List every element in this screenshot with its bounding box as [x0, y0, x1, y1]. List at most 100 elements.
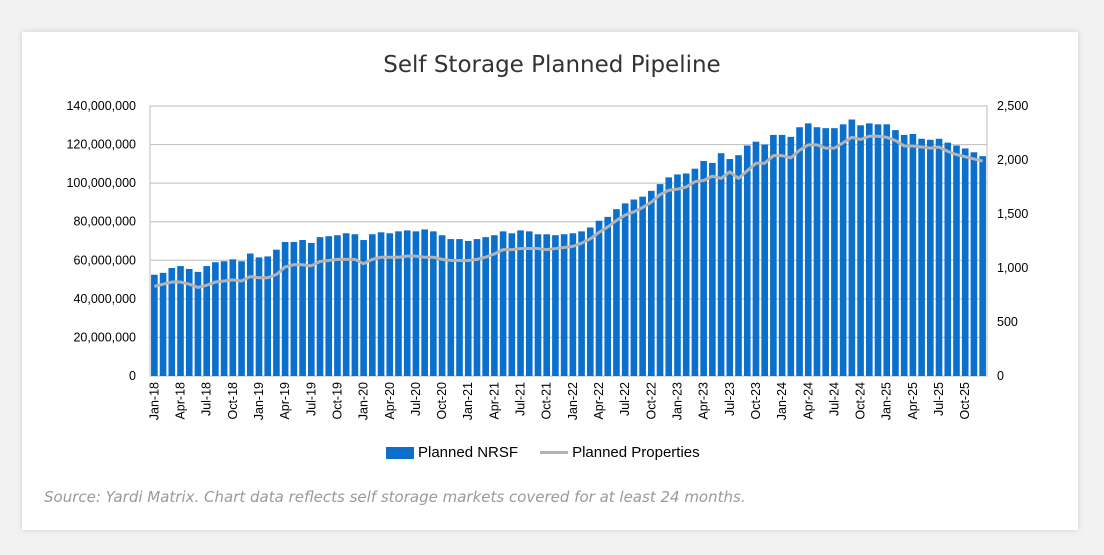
bar-planned-nrsf [778, 134, 786, 376]
bar-planned-nrsf [613, 209, 620, 376]
x-tick-label: Jan-24 [775, 382, 789, 420]
chart-title: Self Storage Planned Pipeline [383, 52, 721, 78]
bar-planned-nrsf [430, 231, 437, 376]
bar-planned-nrsf [848, 119, 856, 376]
bar-planned-nrsf [185, 268, 193, 376]
x-tick-label: Oct-19 [330, 382, 344, 420]
bar-planned-nrsf [307, 242, 315, 376]
bar-planned-nrsf [325, 236, 333, 376]
bar-planned-nrsf [151, 274, 158, 376]
bar-planned-nrsf [508, 233, 516, 376]
x-tick-label: Jan-21 [461, 382, 475, 420]
bar-planned-nrsf [787, 136, 795, 376]
x-tick-label: Jul-22 [618, 382, 632, 416]
x-tick-label: Jan-22 [566, 382, 580, 420]
x-tick-label: Oct-23 [749, 382, 763, 420]
bar-planned-nrsf [290, 241, 298, 376]
bar-planned-nrsf [438, 235, 446, 376]
bar-planned-nrsf [900, 134, 908, 376]
bar-planned-nrsf [552, 235, 559, 376]
bar-planned-nrsf [447, 239, 455, 376]
bar-planned-nrsf [709, 162, 716, 376]
x-tick-label: Jul-20 [409, 382, 423, 416]
bar-planned-nrsf [229, 259, 237, 376]
bar-planned-nrsf [944, 142, 952, 376]
bar-planned-nrsf [935, 138, 943, 376]
source-note: Source: Yardi Matrix. Chart data reflect… [44, 488, 746, 506]
y-right-tick-label: 2,000 [997, 153, 1028, 167]
bar-planned-nrsf [761, 144, 768, 376]
bar-planned-nrsf [639, 196, 646, 376]
x-tick-label: Oct-21 [540, 382, 554, 420]
bar-planned-nrsf [656, 184, 664, 376]
bar-planned-nrsf [961, 148, 969, 376]
bar-planned-nrsf [386, 233, 394, 376]
bar-planned-nrsf [927, 139, 934, 376]
x-tick-label: Apr-22 [592, 382, 606, 420]
y-right-tick-label: 500 [997, 315, 1018, 329]
bar-planned-nrsf [621, 203, 629, 376]
x-tick-label: Jul-21 [514, 382, 528, 416]
bar-planned-nrsf [281, 241, 289, 376]
y-left-tick-label: 80,000,000 [73, 215, 136, 229]
x-tick-label: Apr-24 [801, 382, 815, 420]
y-left-tick-label: 140,000,000 [66, 99, 136, 113]
bar-planned-nrsf [648, 190, 655, 376]
bar-planned-nrsf [203, 266, 210, 376]
bar-planned-nrsf [395, 231, 402, 376]
bar-planned-nrsf [482, 237, 489, 376]
bar-planned-nrsf [918, 138, 925, 376]
x-tick-label: Oct-24 [854, 382, 868, 420]
bar-planned-nrsf [168, 268, 176, 376]
x-tick-label: Jul-25 [932, 382, 946, 416]
y-left-tick-label: 120,000,000 [66, 138, 136, 152]
bar-planned-nrsf [665, 177, 673, 376]
bar-planned-nrsf [464, 241, 472, 376]
x-tick-label: Apr-25 [906, 382, 920, 420]
legend-swatch-properties [540, 451, 569, 454]
plot-border [149, 105, 988, 377]
x-tick-label: Jan-18 [147, 382, 161, 420]
bar-planned-nrsf [691, 168, 699, 376]
x-tick-label: Oct-20 [435, 382, 449, 420]
bar-planned-nrsf [595, 220, 603, 376]
y-left-tick-label: 20,000,000 [73, 330, 136, 344]
x-tick-label: Oct-22 [644, 382, 658, 420]
bar-planned-nrsf [351, 234, 359, 376]
y-right-tick-label: 1,000 [997, 261, 1028, 275]
bar-planned-nrsf [412, 231, 420, 376]
bar-planned-nrsf [857, 125, 864, 377]
bar-planned-nrsf [473, 239, 481, 376]
bar-planned-nrsf [220, 261, 228, 376]
legend: Planned NRSF Planned Properties [386, 444, 700, 461]
bar-planned-nrsf [674, 174, 681, 376]
bar-planned-nrsf [421, 229, 428, 376]
bar-planned-nrsf [682, 173, 690, 376]
bar-planned-nrsf [839, 124, 847, 376]
bar-planned-nrsf [874, 124, 882, 376]
bar-planned-nrsf [525, 231, 533, 376]
bar-planned-nrsf [796, 127, 803, 376]
bar-planned-nrsf [264, 256, 272, 376]
bar-planned-nrsf [369, 234, 376, 376]
bar-planned-nrsf [865, 123, 873, 376]
line-planned-properties [153, 134, 984, 289]
bar-planned-nrsf [804, 123, 812, 376]
bar-planned-nrsf [517, 230, 524, 376]
x-tick-label: Apr-23 [697, 382, 711, 420]
bar-planned-nrsf [177, 266, 184, 376]
x-tick-label: Oct-18 [226, 382, 240, 420]
bar-planned-nrsf [543, 234, 551, 376]
bar-planned-nrsf [892, 130, 899, 376]
bar-planned-nrsf [342, 233, 350, 376]
bar-planned-nrsf [813, 127, 821, 376]
bar-planned-nrsf [604, 216, 612, 376]
bar-planned-nrsf [717, 153, 725, 376]
bar-planned-nrsf [770, 134, 777, 376]
x-tick-label: Apr-21 [487, 382, 501, 420]
y-left-tick-label: 60,000,000 [73, 253, 136, 267]
bar-planned-nrsf [578, 231, 585, 376]
x-tick-label: Jul-24 [827, 382, 841, 416]
bar-planned-nrsf [883, 124, 891, 376]
bar-planned-nrsf [700, 160, 707, 376]
